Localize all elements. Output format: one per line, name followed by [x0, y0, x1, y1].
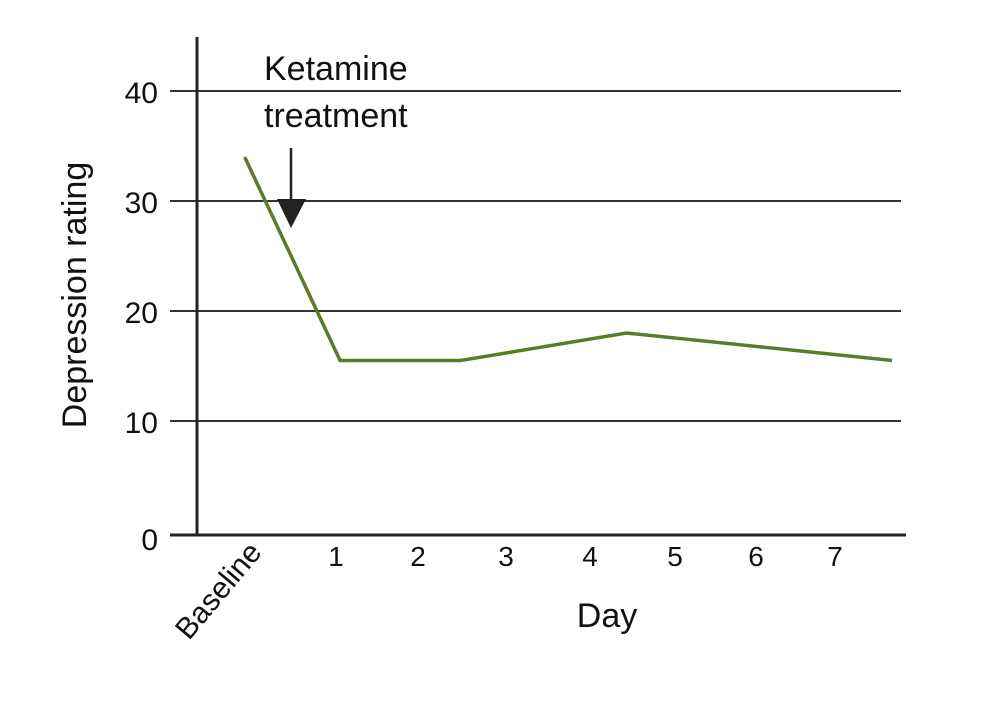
- x-tick-labels: Baseline 1 2 3 4 5 6 7: [169, 536, 843, 645]
- y-tick-label: 30: [125, 187, 158, 220]
- gridlines: [170, 90, 901, 422]
- series-line: [243, 156, 893, 363]
- series-group: [243, 156, 893, 363]
- x-tick-label: 7: [827, 541, 843, 572]
- x-axis-label: Day: [577, 597, 637, 635]
- y-tick-label: 0: [141, 524, 158, 557]
- x-tick-label: 4: [582, 541, 598, 572]
- x-tick-label: 3: [498, 541, 514, 572]
- x-tick-label: 5: [667, 541, 683, 572]
- annotation-arrow-icon: [277, 148, 306, 228]
- annotation-line2: treatment: [264, 97, 408, 135]
- y-tick-label: 10: [125, 407, 158, 440]
- y-tick-label: 20: [125, 297, 158, 330]
- y-tick-labels: 0 10 20 30 40: [125, 77, 158, 557]
- x-tick-label: 6: [748, 541, 764, 572]
- y-axis-label: Depression rating: [56, 162, 94, 428]
- x-tick-label: 2: [410, 541, 426, 572]
- annotation-line1: Ketamine: [264, 50, 408, 88]
- x-tick-label: 1: [328, 541, 344, 572]
- y-tick-label: 40: [125, 77, 158, 110]
- x-tick-label: Baseline: [169, 536, 268, 645]
